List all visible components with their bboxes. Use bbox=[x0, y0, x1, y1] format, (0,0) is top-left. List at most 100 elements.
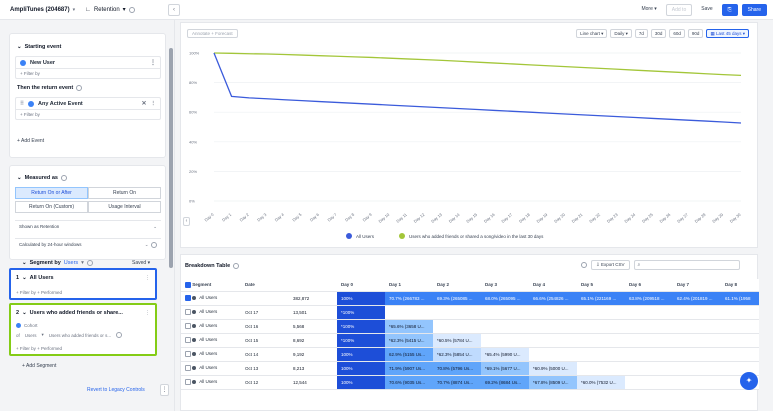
retention-cell[interactable] bbox=[625, 361, 673, 376]
return-on-custom-button[interactable]: Return On (Custom) bbox=[15, 201, 88, 213]
retention-cell[interactable]: *100% bbox=[337, 333, 385, 348]
interval-select[interactable]: Daily ▾ bbox=[610, 29, 632, 38]
cohort-value-select[interactable]: Users who added friends or s... bbox=[48, 332, 112, 338]
range-7d[interactable]: 7d bbox=[634, 29, 648, 38]
series-line-1[interactable] bbox=[213, 52, 742, 76]
share-button[interactable]: Share bbox=[741, 4, 767, 16]
return-event-selector[interactable]: ⠿ Any Active Event ✕ ⋮ bbox=[16, 98, 160, 110]
return-on-button[interactable]: Return On bbox=[88, 187, 161, 199]
usage-interval-button[interactable]: Usage Interval bbox=[88, 201, 161, 213]
retention-cell[interactable]: 62.9% (5155 Us... bbox=[385, 347, 433, 362]
return-on-or-after-button[interactable]: Return On or After bbox=[15, 187, 88, 199]
more-options-icon[interactable]: ⋮ bbox=[150, 60, 156, 66]
export-csv-button[interactable]: ⇩ Export CSV bbox=[591, 260, 630, 270]
retention-cell[interactable] bbox=[433, 319, 481, 334]
column-header[interactable]: Day 6 bbox=[625, 279, 673, 292]
chevron-down-icon[interactable]: ⌄ bbox=[22, 275, 27, 281]
column-header[interactable]: Day 2 bbox=[433, 279, 481, 292]
retention-cell[interactable]: 69.2% (8684 Us... bbox=[481, 375, 529, 390]
retention-cell[interactable]: *100% bbox=[337, 319, 385, 334]
retention-cell[interactable]: *69.1% (5677 U... bbox=[481, 361, 529, 376]
retention-cell[interactable]: 100% bbox=[337, 361, 385, 376]
retention-cell[interactable] bbox=[577, 333, 625, 348]
retention-cell[interactable] bbox=[721, 361, 759, 376]
retention-cell[interactable]: 100% bbox=[337, 291, 385, 306]
retention-cell[interactable]: *67.8% (8509 U... bbox=[529, 375, 577, 390]
more-options-icon[interactable]: ⋮ bbox=[160, 384, 169, 396]
retention-cell[interactable] bbox=[577, 347, 625, 362]
row-checkbox[interactable] bbox=[185, 365, 191, 371]
filter-by-link[interactable]: + Filter by bbox=[20, 112, 40, 117]
retention-cell[interactable]: 61.1% (1958 bbox=[721, 291, 759, 306]
retention-cell[interactable]: 69.3% (265085 ... bbox=[433, 291, 481, 306]
date-range-picker[interactable]: ▦ Last 45 days ▾ bbox=[706, 29, 749, 38]
more-button[interactable]: More ▾ bbox=[636, 4, 662, 16]
retention-cell[interactable]: 65.1% (221169 ... bbox=[577, 291, 625, 306]
column-header[interactable]: Day 0 bbox=[337, 279, 385, 292]
column-header[interactable] bbox=[289, 279, 337, 292]
revert-to-legacy-link[interactable]: Revert to Legacy Controls bbox=[87, 387, 145, 393]
row-checkbox[interactable] bbox=[185, 295, 191, 301]
retention-cell[interactable]: *60.5% (5784 U... bbox=[433, 333, 481, 348]
retention-cell[interactable]: 66.6% (254826 ... bbox=[529, 291, 577, 306]
close-icon[interactable]: ✕ bbox=[141, 101, 147, 107]
retention-cell[interactable] bbox=[577, 305, 625, 320]
retention-cell[interactable] bbox=[481, 305, 529, 320]
segment-card-all-users[interactable]: 1 ⌄ All Users ⋮ + Filter by + Performed bbox=[9, 268, 157, 300]
add-event-link[interactable]: + Add Event bbox=[17, 138, 45, 144]
segment-by-header[interactable]: ⌄ Segment by Users ▾ bbox=[22, 260, 93, 266]
link-icon[interactable]: ⎘ bbox=[721, 4, 738, 16]
column-header[interactable]: Day 5 bbox=[577, 279, 625, 292]
retention-cell[interactable]: *62.3% (5415 U... bbox=[385, 333, 433, 348]
column-header[interactable]: Day 7 bbox=[673, 279, 721, 292]
retention-cell[interactable]: 70.6% (9035 Us... bbox=[385, 375, 433, 390]
table-row[interactable]: All Users Oct 12 12,544 100% 70.6% (9035 Us.… bbox=[181, 375, 759, 390]
retention-cell[interactable]: 70.8% (5796 Us... bbox=[433, 361, 481, 376]
retention-cell[interactable] bbox=[625, 305, 673, 320]
retention-cell[interactable]: *62.3% (5854 U... bbox=[433, 347, 481, 362]
retention-cell[interactable] bbox=[673, 333, 721, 348]
project-selector[interactable]: AmpliTunes (204687) bbox=[10, 6, 70, 13]
retention-cell[interactable] bbox=[673, 361, 721, 376]
retention-cell[interactable] bbox=[481, 333, 529, 348]
filter-by-link[interactable]: + Filter by bbox=[20, 71, 40, 76]
retention-cell[interactable] bbox=[721, 347, 759, 362]
retention-cell[interactable]: *65.6% (3658 U... bbox=[385, 319, 433, 334]
series-line-0[interactable] bbox=[213, 52, 742, 124]
annotate-forecast-button[interactable]: Annotate + Forecast bbox=[187, 29, 238, 38]
row-checkbox[interactable] bbox=[185, 379, 191, 385]
shown-as-select[interactable]: Shown as Retention ⌄ bbox=[15, 220, 161, 232]
retention-cell[interactable] bbox=[481, 319, 529, 334]
collapse-sidebar-button[interactable]: ‹ bbox=[168, 4, 180, 16]
chart-type-selector[interactable]: ∟ Retention ▾ bbox=[85, 6, 135, 13]
retention-cell[interactable]: 62.4% (201819 ... bbox=[673, 291, 721, 306]
calculated-by-select[interactable]: Calculated by 24-hour windows ⌄ bbox=[15, 238, 161, 250]
info-icon[interactable] bbox=[581, 262, 587, 268]
info-icon[interactable] bbox=[86, 260, 93, 266]
range-90d[interactable]: 90d bbox=[687, 29, 704, 38]
row-checkbox[interactable] bbox=[185, 351, 191, 357]
column-header[interactable]: Day 8 bbox=[721, 279, 759, 292]
retention-cell[interactable] bbox=[529, 305, 577, 320]
save-button[interactable]: Save bbox=[696, 4, 718, 16]
cohort-users-select[interactable]: Users bbox=[24, 332, 37, 338]
retention-cell[interactable]: *100% bbox=[337, 305, 385, 320]
retention-cell[interactable] bbox=[625, 319, 673, 334]
info-icon[interactable] bbox=[233, 263, 240, 269]
retention-cell[interactable] bbox=[529, 319, 577, 334]
info-icon[interactable] bbox=[151, 241, 157, 248]
column-header[interactable]: Date bbox=[241, 279, 289, 292]
retention-cell[interactable] bbox=[385, 305, 433, 320]
retention-cell[interactable] bbox=[673, 305, 721, 320]
add-to-button[interactable]: Add to bbox=[665, 4, 693, 16]
retention-cell[interactable]: *60.9% (5000 U... bbox=[529, 361, 577, 376]
more-options-icon[interactable]: ⋮ bbox=[145, 310, 150, 316]
help-chat-button[interactable]: ✦ bbox=[740, 372, 758, 390]
table-row[interactable]: All Users Oct 13 8,213 100% 71.9% (5907 Us..… bbox=[181, 361, 759, 376]
table-row[interactable]: All Users Oct 15 8,692 *100% *62.3% (5415 U.… bbox=[181, 333, 759, 348]
row-checkbox[interactable] bbox=[185, 337, 191, 343]
info-icon[interactable] bbox=[76, 85, 83, 91]
chevron-left-icon[interactable]: ‹ bbox=[183, 217, 190, 226]
retention-cell[interactable] bbox=[721, 319, 759, 334]
add-segment-link[interactable]: + Add Segment bbox=[22, 363, 57, 369]
